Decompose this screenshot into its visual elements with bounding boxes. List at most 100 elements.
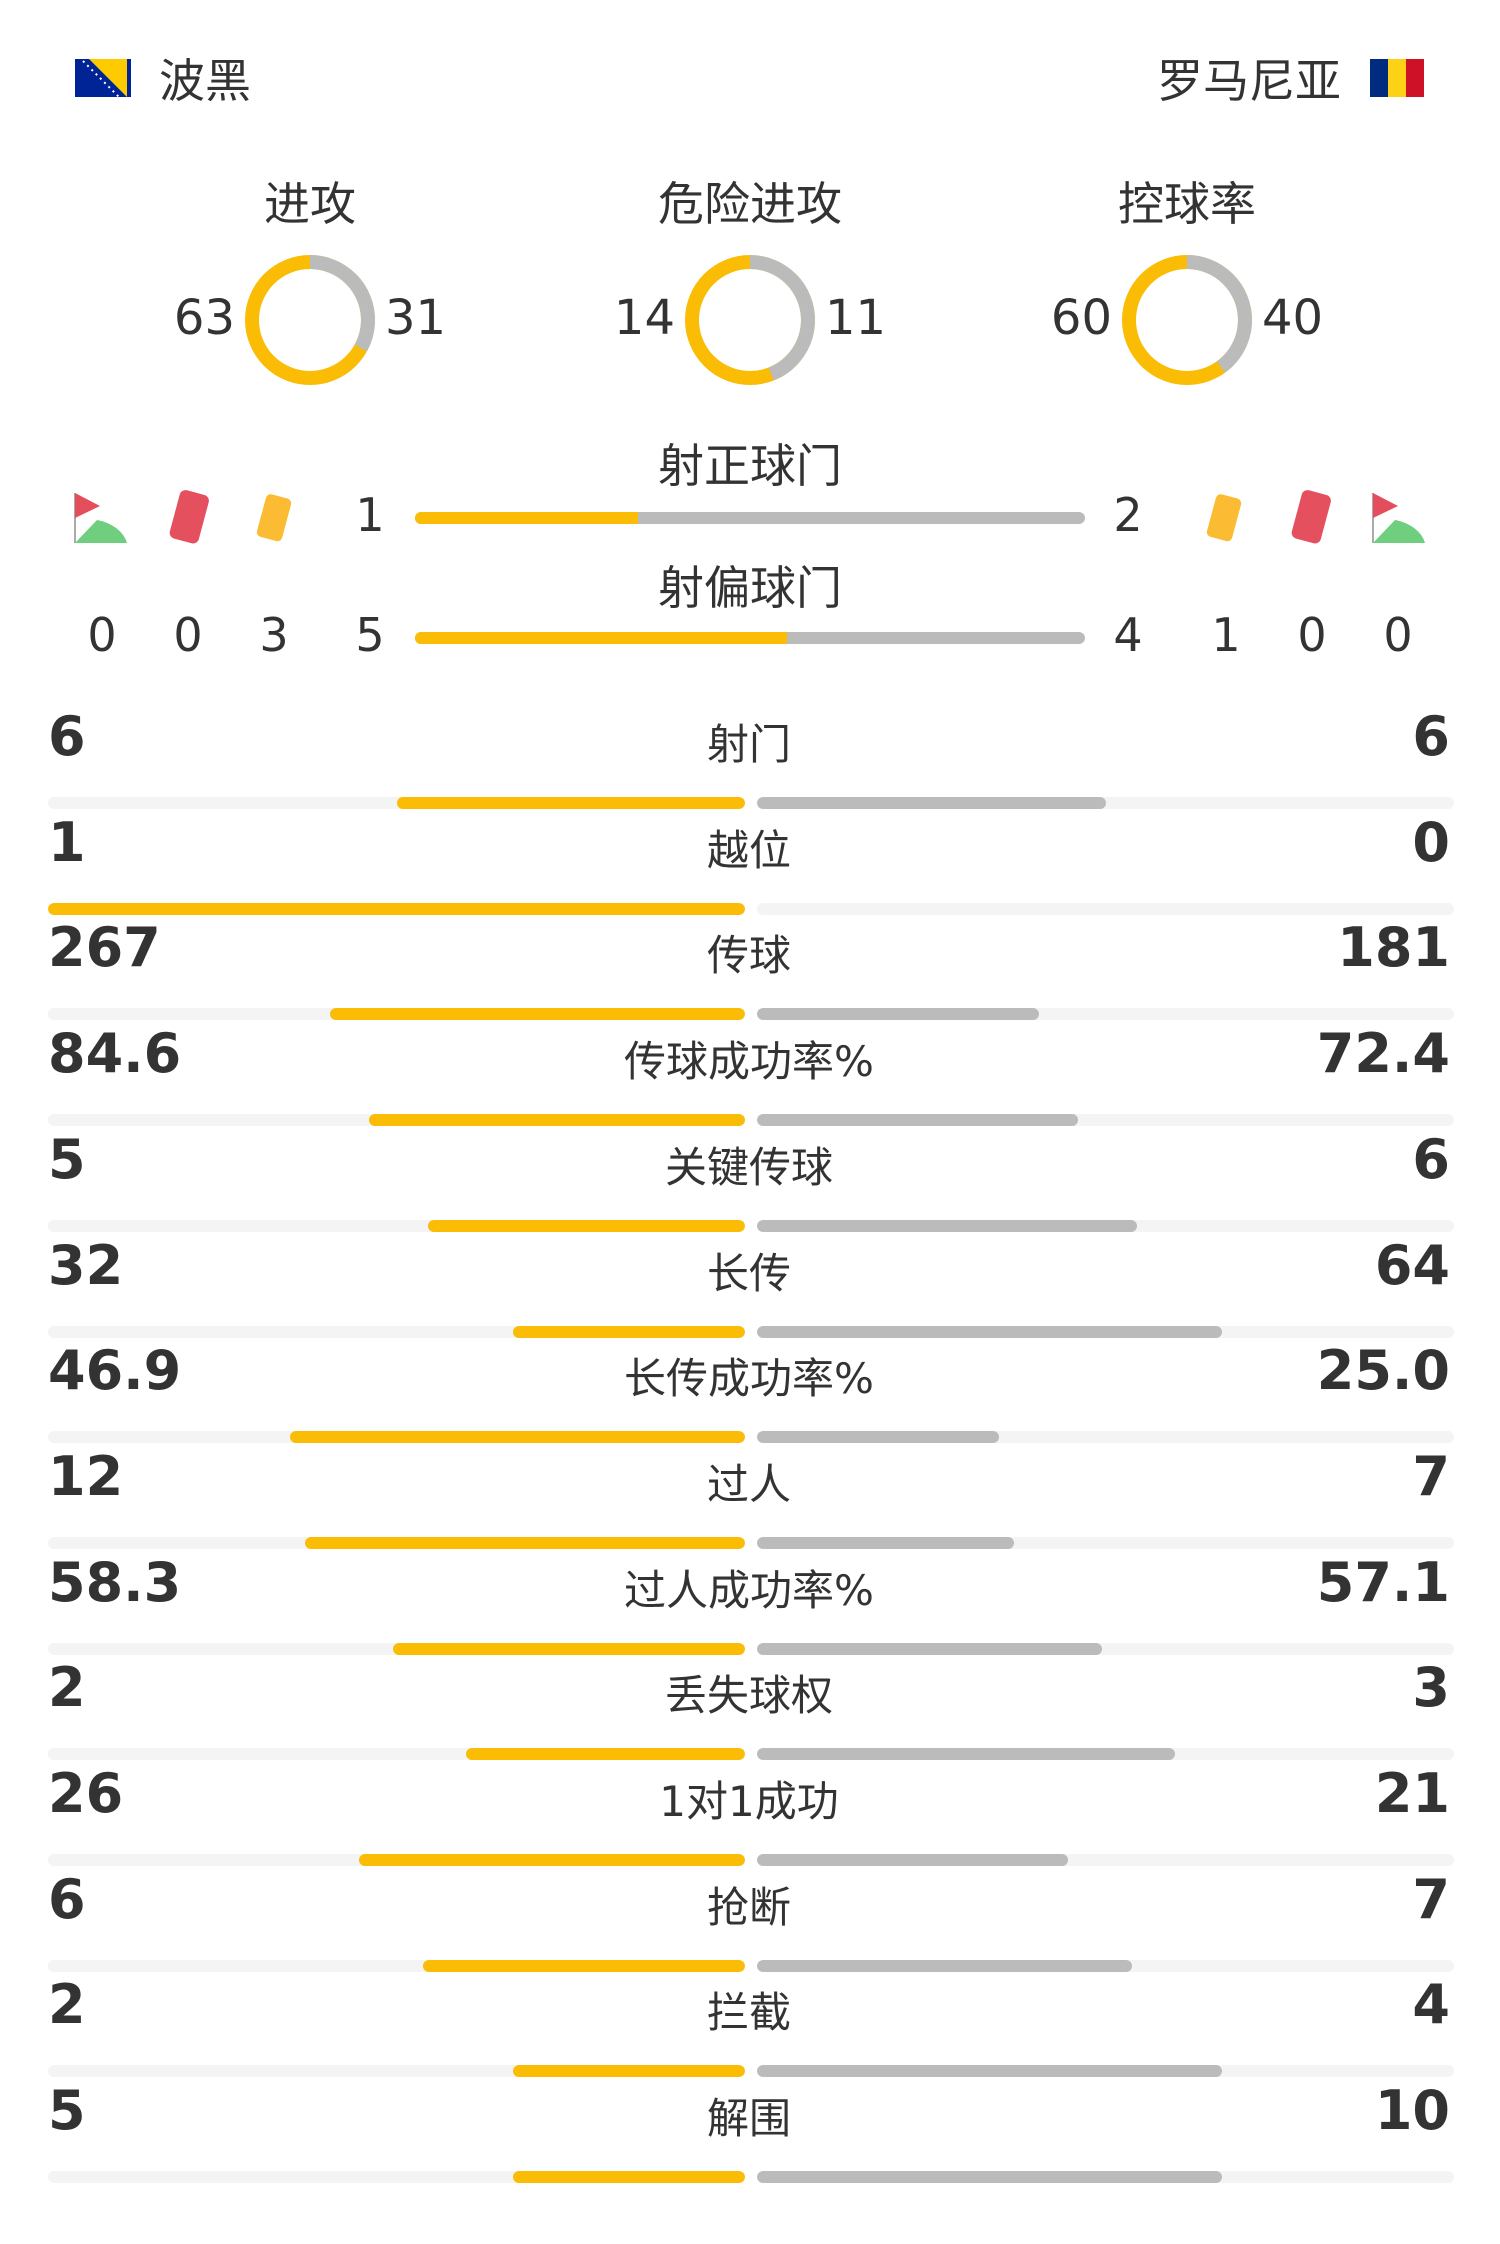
shots-on-away: 2 [1113,488,1143,542]
stat-away-fill [757,1748,1176,1761]
stat-away-fill [757,1219,1138,1232]
donut-away-value: 31 [385,290,447,346]
stat-home-value: 2 [48,1973,86,2037]
stat-home-value: 6 [48,1867,86,1931]
stat-away-value: 6 [1412,705,1450,768]
yellow-card-icon [1206,494,1242,542]
stat-home-bar [48,902,745,915]
stat-away-bar [757,1748,1454,1761]
donut-away-arc [685,255,815,385]
stat-home-fill [329,1008,745,1021]
stat-home-value: 32 [48,1233,124,1297]
stat-away-value: 10 [1374,2079,1450,2143]
corner-flag-icon [1372,493,1425,543]
romania-flag-icon [1370,59,1424,97]
stat-home-bar [48,1219,745,1232]
stat-away-fill [757,1325,1222,1338]
stat-label: 过人成功率% [624,1565,874,1615]
stat-home-fill [428,1219,745,1232]
stat-away-value: 21 [1374,1762,1450,1825]
stat-away-bar [757,902,1454,915]
corner-flag-icon [74,493,127,543]
donut-chart [685,255,815,385]
stat-row: 1 越位 0 [48,810,1454,915]
stat-home-fill [48,902,745,915]
shots-off-bar [415,632,1085,644]
stat-home-bar [48,1008,745,1021]
home-red-cards: 0 [173,608,203,662]
stat-away-fill [757,1642,1102,1655]
donut-chart [245,255,375,385]
stat-home-bar [48,797,745,809]
stat-home-bar [48,1536,745,1549]
stat-label: 拦截 [706,1988,791,2038]
donut-away-arc [1122,255,1252,385]
shots-on-home: 1 [355,488,385,542]
stat-away-bar [757,2065,1454,2078]
stat-row: 46.9 长传成功率% 25.0 [48,1339,1454,1444]
stat-home-fill [423,1959,745,1972]
stat-away-bar [757,1219,1454,1232]
stat-label: 长传 [706,1248,791,1298]
stat-away-value: 4 [1412,1973,1450,2037]
stat-home-value: 84.6 [48,1022,182,1086]
stat-home-value: 2 [48,1656,86,1720]
stat-row: 2 拦截 4 [48,1973,1454,2078]
stat-home-fill [512,2065,745,2078]
stat-home-value: 46.9 [48,1339,182,1403]
stat-away-value: 57.1 [1316,1550,1450,1614]
stat-away-fill [757,2171,1222,2184]
stat-row: 267 传球 181 [48,916,1454,1021]
stat-away-fill [757,1008,1039,1021]
bosnia-flag-icon [75,59,131,97]
stat-home-value: 58.3 [48,1550,182,1614]
stat-row: 5 关键传球 6 [48,1127,1454,1232]
home-yellow-cards: 3 [259,608,289,662]
shots-off-home: 5 [355,608,385,662]
stat-label: 传球成功率% [624,1037,874,1087]
donut-chart [1122,255,1252,385]
stat-home-fill [359,1854,745,1866]
stat-home-bar [48,1959,745,1972]
red-card-icon [1291,490,1331,544]
donut-home-value: 60 [1050,290,1112,346]
stat-home-value: 5 [48,2079,86,2143]
stat-home-bar [48,1854,745,1866]
stat-home-value: 5 [48,1127,86,1191]
stat-row: 5 解围 10 [48,2079,1454,2184]
donut-away-arc [245,255,375,385]
away-yellow-cards: 1 [1211,608,1241,662]
stat-away-bar [757,1008,1454,1021]
stat-away-value: 3 [1412,1656,1450,1720]
stat-home-value: 26 [48,1762,124,1825]
stat-home-bar [48,2065,745,2078]
stat-label: 解围 [706,2094,791,2144]
shots-off-title: 射偏球门 [658,561,842,615]
stat-away-bar [757,1854,1454,1866]
stat-label: 长传成功率% [624,1354,874,1404]
shots-on-bar [415,512,1085,524]
stat-away-value: 0 [1412,810,1450,874]
stat-home-fill [369,1114,745,1127]
stat-home-fill [304,1536,745,1549]
away-team-name: 罗马尼亚 [1157,54,1341,108]
stat-away-fill [757,1854,1069,1866]
stat-away-value: 25.0 [1316,1339,1450,1403]
stat-label: 1对1成功 [659,1777,839,1826]
stat-row: 58.3 过人成功率% 57.1 [48,1550,1454,1655]
stat-label: 越位 [706,825,791,875]
stat-home-fill [392,1642,745,1655]
donut-title: 危险进攻 [658,177,842,231]
red-card-icon [169,490,209,544]
stat-home-fill [466,1748,745,1761]
stat-away-value: 72.4 [1316,1022,1450,1086]
donut-title: 控球率 [1118,177,1256,231]
stat-away-bar [757,1959,1454,1972]
yellow-card-icon [256,494,292,542]
donut-title: 进攻 [264,177,356,231]
stat-row: 32 长传 64 [48,1233,1454,1338]
home-corners: 0 [87,608,117,662]
home-team: 波黑 [75,45,251,111]
away-red-cards: 0 [1297,608,1327,662]
donut-home-value: 63 [173,290,235,346]
